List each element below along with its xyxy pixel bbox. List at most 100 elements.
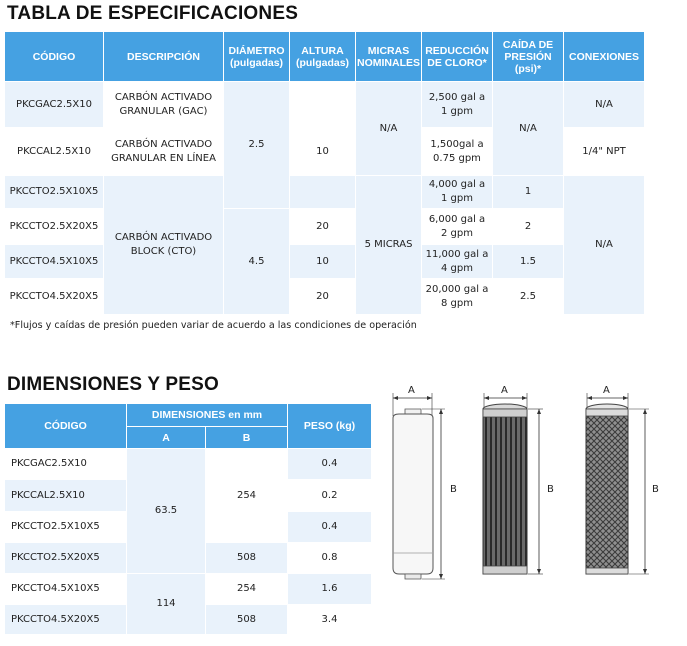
col-reduccion-line1: REDUCCIÓN	[425, 44, 489, 57]
table-cell-codigo: PKCCTO2.5X10X5	[4, 511, 127, 543]
col-altura-label: ALTURA	[301, 44, 344, 57]
dim-a-label: A	[603, 385, 610, 396]
table-cell-altura: 20	[289, 278, 356, 315]
table-cell-a: 63.5	[126, 448, 206, 574]
filter-cartridge-diagrams: A B A	[375, 378, 680, 588]
reduccion-line2: 4 gpm	[441, 262, 473, 274]
col-descripcion: DESCRIPCIÓN	[103, 31, 224, 82]
table-cell-codigo: PKCCTO2.5X20X5	[4, 542, 127, 574]
table-cell-reduccion: 20,000 gal a 8 gpm	[421, 278, 493, 315]
col-reduccion-line2: DE CLORO*	[427, 56, 487, 69]
table-cell-peso: 0.2	[287, 479, 372, 512]
table-cell-caida: N/A	[492, 81, 564, 176]
reduccion-line1: 4,000 gal a	[428, 179, 486, 190]
reduccion-line1: 6,000 gal a	[428, 213, 486, 225]
reduccion-line2: 1 gpm	[441, 105, 473, 117]
table-cell-codigo: PKCCAL2.5X10	[4, 127, 104, 176]
table-cell-micras: 5 MICRAS	[355, 175, 422, 315]
col-conexiones: CONEXIONES	[563, 31, 645, 82]
col-caida-line2: PRESIÓN	[504, 50, 552, 63]
table-cell-codigo: PKCCTO4.5X10X5	[4, 573, 127, 605]
table-cell-altura: 20	[289, 208, 356, 245]
col-diametro: DIÁMETRO (pulgadas)	[223, 31, 290, 82]
cartridge-drawings: A B A	[392, 385, 659, 580]
table-cell-peso: 0.8	[287, 542, 372, 574]
dim-b-label: B	[450, 484, 457, 495]
col-reduccion: REDUCCIÓN DE CLORO*	[421, 31, 493, 82]
table-cell-b: 508	[205, 542, 288, 574]
table-cell-a: 114	[126, 573, 206, 635]
gac-cartridge: A B	[392, 385, 457, 580]
table-cell-caida: 1	[492, 175, 564, 209]
desc-line1: CARBÓN ACTIVADO	[114, 138, 213, 150]
table-cell-peso: 1.6	[287, 573, 372, 605]
spec-title: TABLA DE ESPECIFICACIONES	[7, 3, 299, 24]
specifications-table: CÓDIGO DESCRIPCIÓN DIÁMETRO (pulgadas) AL…	[4, 31, 645, 315]
col-peso: PESO (kg)	[287, 403, 372, 449]
col-b: B	[205, 426, 288, 449]
cto-cartridge: A B	[585, 385, 659, 575]
table-cell-b: 254	[205, 573, 288, 605]
table-cell-b: 254	[205, 479, 288, 512]
desc-line2: BLOCK (CTO)	[130, 246, 197, 257]
col-altura-unit: (pulgadas)	[295, 56, 350, 69]
desc-line2: GRANULAR (GAC)	[119, 105, 208, 117]
col-a: A	[126, 426, 206, 449]
table-cell-codigo: PKCGAC2.5X10	[4, 81, 104, 128]
table-cell-caida: 1.5	[492, 244, 564, 279]
col-micras-line2: NOMINALES	[357, 56, 420, 69]
table-cell-codigo: PKCCTO2.5X20X5	[4, 208, 104, 245]
table-cell-altura-empty	[289, 175, 356, 209]
table-cell-diametro: 2.5	[223, 81, 290, 209]
col-caida-line1: CAÍDA DE	[502, 38, 554, 51]
table-cell-b-empty	[205, 511, 288, 543]
table-cell-peso: 0.4	[287, 511, 372, 543]
reduccion-line1: 20,000 gal a	[425, 283, 489, 295]
table-cell-descripcion: CARBÓN ACTIVADO BLOCK (CTO)	[103, 175, 224, 315]
table-cell-peso: 0.4	[287, 448, 372, 480]
table-cell-codigo: PKCCTO4.5X20X5	[4, 604, 127, 635]
col-micras-line1: MICRAS	[367, 44, 410, 57]
table-cell-codigo: PKCCTO2.5X10X5	[4, 175, 104, 209]
table-cell-b-empty	[205, 448, 288, 480]
dimensions-title: DIMENSIONES Y PESO	[7, 374, 219, 395]
desc-line1: CARBÓN ACTIVADO	[114, 91, 213, 103]
dim-b-label: B	[652, 484, 659, 495]
table-cell-altura: 10	[289, 244, 356, 279]
table-cell-micras: N/A	[355, 81, 422, 176]
table-cell-descripcion: CARBÓN ACTIVADO GRANULAR EN LÍNEA	[103, 127, 224, 176]
desc-line1: CARBÓN ACTIVADO	[114, 232, 213, 243]
table-cell-descripcion: CARBÓN ACTIVADO GRANULAR (GAC)	[103, 81, 224, 128]
table-cell-codigo: PKCGAC2.5X10	[4, 448, 127, 480]
dimensions-table: CÓDIGO DIMENSIONES en mm PESO (kg) A B P…	[4, 403, 372, 635]
table-cell-reduccion: 1,500gal a 0.75 gpm	[421, 127, 493, 176]
table-cell-altura-empty	[289, 81, 356, 128]
table-cell-altura: 10	[289, 127, 356, 176]
table-cell-diametro: 4.5	[223, 208, 290, 315]
col-codigo: CÓDIGO	[4, 31, 104, 82]
reduccion-line1: 2,500 gal a	[428, 91, 486, 103]
cal-cartridge: A B	[482, 385, 554, 575]
reduccion-line2: 2 gpm	[441, 227, 473, 239]
dim-a-label: A	[408, 385, 415, 396]
desc-line2: GRANULAR EN LÍNEA	[111, 152, 216, 164]
col-diametro-unit: (pulgadas)	[229, 56, 284, 69]
table-cell-caida: 2	[492, 208, 564, 245]
table-cell-conexiones: N/A	[563, 81, 645, 128]
col-diametro-label: DIÁMETRO	[228, 44, 285, 57]
table-cell-b: 508	[205, 604, 288, 635]
col-codigo: CÓDIGO	[4, 403, 127, 449]
table-cell-caida: 2.5	[492, 278, 564, 315]
reduccion-line1: 1,500gal a	[430, 138, 484, 150]
table-cell-reduccion: 2,500 gal a 1 gpm	[421, 81, 493, 128]
table-cell-codigo: PKCCAL2.5X10	[4, 479, 127, 512]
footnote: *Flujos y caídas de presión pueden varia…	[10, 320, 417, 331]
col-micras: MICRAS NOMINALES	[355, 31, 422, 82]
reduccion-line2: 1 gpm	[441, 193, 473, 204]
table-cell-reduccion: 11,000 gal a 4 gpm	[421, 244, 493, 279]
reduccion-line1: 11,000 gal a	[425, 248, 489, 260]
dim-a-label: A	[501, 385, 508, 396]
table-cell-conexiones: 1/4" NPT	[563, 127, 645, 176]
reduccion-line2: 0.75 gpm	[433, 152, 481, 164]
col-caida-line3: (psi)*	[514, 62, 542, 75]
